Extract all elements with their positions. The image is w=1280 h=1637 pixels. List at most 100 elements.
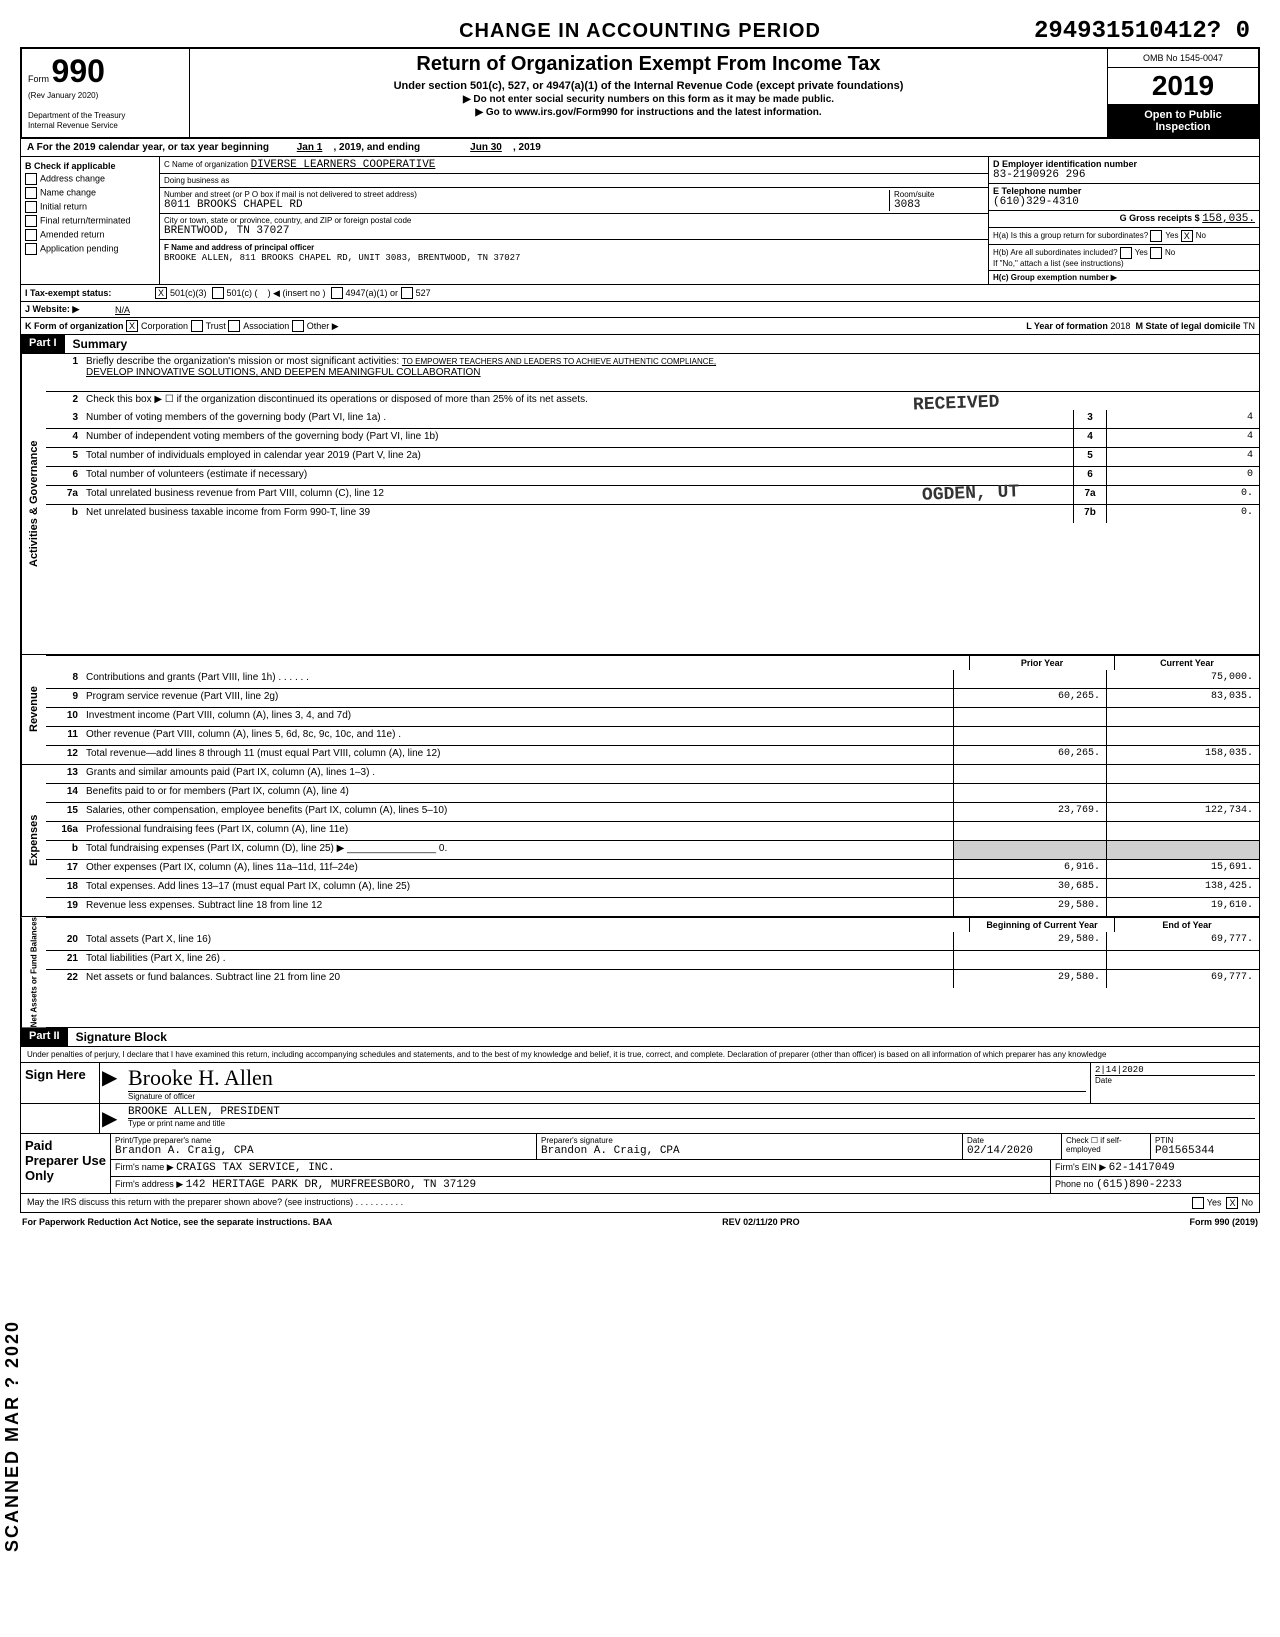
checkbox-initial-return[interactable] <box>25 201 37 213</box>
form-label: Form <box>28 74 49 84</box>
state-domicile: TN <box>1243 321 1255 331</box>
line-desc: Investment income (Part VIII, column (A)… <box>82 708 953 726</box>
checkbox-ha-yes[interactable] <box>1150 230 1162 242</box>
room-label: Room/suite <box>894 190 984 199</box>
checkbox-address-change[interactable] <box>25 173 37 185</box>
principal-officer: BROOKE ALLEN, 811 BROOKS CHAPEL RD, UNIT… <box>164 253 520 263</box>
prior-val <box>953 951 1106 969</box>
label-initial-return: Initial return <box>40 201 87 211</box>
checkbox-final-return[interactable] <box>25 215 37 227</box>
paid-preparer-label: Paid Preparer Use Only <box>21 1134 111 1193</box>
line-num: b <box>46 841 82 859</box>
line-18: 18Total expenses. Add lines 13–17 (must … <box>46 878 1259 897</box>
current-val <box>1106 765 1259 783</box>
d-label: D Employer identification number <box>993 159 1255 169</box>
prior-val <box>953 841 1106 859</box>
addr-label: Number and street (or P O box if mail is… <box>164 190 889 199</box>
line-box: 6 <box>1073 467 1106 485</box>
line-desc: Number of independent voting members of … <box>82 429 1073 447</box>
line-num: 5 <box>46 448 82 466</box>
checkbox-amended[interactable] <box>25 229 37 241</box>
form-990-footer: Form 990 (2019) <box>1189 1217 1258 1227</box>
checkbox-app-pending[interactable] <box>25 243 37 255</box>
website: N/A <box>115 305 130 315</box>
stamp-ogden: OGDEN, UT <box>921 482 1019 505</box>
current-val <box>1106 951 1259 969</box>
prior-val: 60,265. <box>953 689 1106 707</box>
label-final-return: Final return/terminated <box>40 215 131 225</box>
hc-label: H(c) Group exemption number ▶ <box>993 273 1117 282</box>
checkbox-name-change[interactable] <box>25 187 37 199</box>
subtitle-1: Under section 501(c), 527, or 4947(a)(1)… <box>194 80 1103 92</box>
date-label: Date <box>1095 1075 1255 1085</box>
main-title: Return of Organization Exempt From Incom… <box>194 53 1103 76</box>
line-val: 4 <box>1106 429 1259 447</box>
line-num: 8 <box>46 670 82 688</box>
prior-val: 60,265. <box>953 746 1106 764</box>
ha-label: H(a) Is this a group return for subordin… <box>993 231 1148 240</box>
line-box: 7b <box>1073 505 1106 523</box>
line-val: 0. <box>1106 486 1259 504</box>
current-val: 122,734. <box>1106 803 1259 821</box>
checkbox-4947[interactable] <box>331 287 343 299</box>
prep-date-label: Date <box>967 1136 1057 1145</box>
officer-signature: Brooke H. Allen <box>128 1065 1086 1091</box>
line-num: 3 <box>46 410 82 428</box>
signature-date: 2|14|2020 <box>1095 1065 1255 1075</box>
line-22: 22Net assets or fund balances. Subtract … <box>46 969 1259 988</box>
expenses-section: Expenses 13Grants and similar amounts pa… <box>20 765 1260 917</box>
prior-val <box>953 708 1106 726</box>
officer-name-title: BROOKE ALLEN, PRESIDENT <box>128 1106 1255 1118</box>
current-val: 69,777. <box>1106 932 1259 950</box>
perjury-declaration: Under penalties of perjury, I declare th… <box>21 1047 1259 1063</box>
firm-addr-label: Firm's address ▶ <box>115 1179 183 1189</box>
checkbox-501c3[interactable]: X <box>155 287 167 299</box>
checkbox-discuss-no[interactable]: X <box>1226 1197 1238 1209</box>
gov-line-b: bNet unrelated business taxable income f… <box>46 504 1259 523</box>
checkbox-ha-no[interactable]: X <box>1181 230 1193 242</box>
line-desc: Net unrelated business taxable income fr… <box>82 505 1073 523</box>
part-i-body: Activities & Governance 1 Briefly descri… <box>20 354 1260 655</box>
line-14: 14Benefits paid to or for members (Part … <box>46 783 1259 802</box>
signature-block: Under penalties of perjury, I declare th… <box>20 1047 1260 1134</box>
revenue-section: Revenue Prior Year Current Year 8Contrib… <box>20 655 1260 765</box>
line-num: 7a <box>46 486 82 504</box>
line-num: 20 <box>46 932 82 950</box>
prior-val: 29,580. <box>953 970 1106 988</box>
line-desc: Total fundraising expenses (Part IX, col… <box>82 841 953 859</box>
current-val: 69,777. <box>1106 970 1259 988</box>
current-val: 158,035. <box>1106 746 1259 764</box>
part-i-title: Summary <box>65 335 136 353</box>
gov-line-4: 4 Number of independent voting members of… <box>46 428 1259 447</box>
year-formation: 2018 <box>1110 321 1130 331</box>
firm-name-label: Firm's name ▶ <box>115 1162 174 1172</box>
line-desc: Total revenue—add lines 8 through 11 (mu… <box>82 746 953 764</box>
checkbox-hb-yes[interactable] <box>1120 247 1132 259</box>
checkbox-assoc[interactable] <box>228 320 240 332</box>
checkbox-corp[interactable]: X <box>126 320 138 332</box>
line-desc: Contributions and grants (Part VIII, lin… <box>82 670 953 688</box>
tax-year: 2019 <box>1108 68 1258 105</box>
checkbox-trust[interactable] <box>191 320 203 332</box>
current-val: 83,035. <box>1106 689 1259 707</box>
col-beginning: Beginning of Current Year <box>969 918 1114 932</box>
checkbox-501c[interactable] <box>212 287 224 299</box>
discuss-row: May the IRS discuss this return with the… <box>20 1194 1260 1213</box>
col-current-year: Current Year <box>1114 656 1259 670</box>
net-assets-section: Net Assets or Fund Balances Beginning of… <box>20 917 1260 1028</box>
checkbox-hb-no[interactable] <box>1150 247 1162 259</box>
side-expenses: Expenses <box>21 765 46 916</box>
line-val: 4 <box>1106 448 1259 466</box>
checkbox-527[interactable] <box>401 287 413 299</box>
checkbox-other[interactable] <box>292 320 304 332</box>
ein: 83-2190926 296 <box>993 169 1255 181</box>
current-val: 75,000. <box>1106 670 1259 688</box>
year-begin: Jan 1 <box>297 142 323 153</box>
checkbox-discuss-yes[interactable] <box>1192 1197 1204 1209</box>
line-10: 10Investment income (Part VIII, column (… <box>46 707 1259 726</box>
discuss-label: May the IRS discuss this return with the… <box>27 1197 403 1209</box>
f-label: F Name and address of principal officer <box>164 243 314 252</box>
gov-line-5: 5Total number of individuals employed in… <box>46 447 1259 466</box>
line-desc: Total number of volunteers (estimate if … <box>82 467 1073 485</box>
current-val: 138,425. <box>1106 879 1259 897</box>
